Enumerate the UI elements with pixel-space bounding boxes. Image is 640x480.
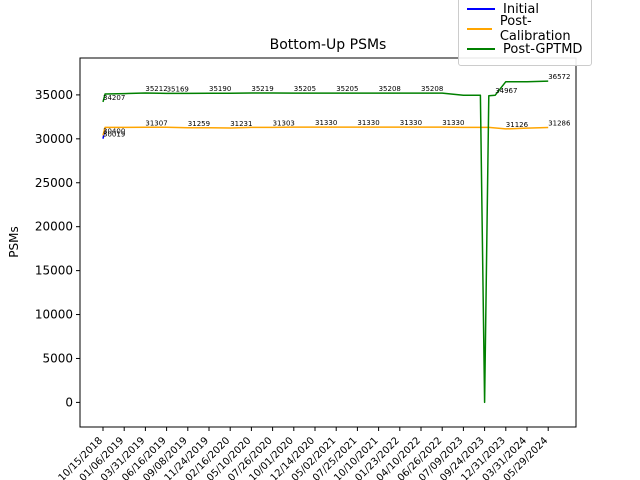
- data-label: 36572: [548, 73, 570, 81]
- x-axis: 10/15/201801/06/201903/31/201906/16/2019…: [57, 427, 550, 480]
- data-label: 31330: [400, 119, 422, 127]
- data-label: 31259: [188, 120, 210, 128]
- y-tick-label: 25000: [35, 176, 73, 190]
- legend-swatch-post-calibration: [467, 28, 492, 30]
- data-label: 35205: [336, 85, 358, 93]
- data-label: 31330: [315, 119, 337, 127]
- data-label: 31307: [145, 119, 167, 127]
- data-label: 31303: [273, 119, 295, 127]
- data-label: 35205: [294, 85, 316, 93]
- data-label: 31330: [442, 119, 464, 127]
- legend-item-initial: Initial: [467, 0, 539, 19]
- data-label: 31126: [506, 121, 529, 129]
- legend-label-post-calibration: Post-Calibration: [499, 14, 571, 44]
- y-tick-label: 5000: [42, 351, 73, 365]
- series-line-post-gptmd: [102, 80, 549, 404]
- legend-swatch-initial: [467, 8, 495, 10]
- data-label: 30019: [103, 131, 125, 139]
- y-tick-label: 10000: [35, 308, 73, 322]
- y-tick-label: 15000: [35, 264, 73, 278]
- legend-label-post-gptmd: Post-GPTMD: [503, 41, 583, 57]
- legend-label-initial: Initial: [503, 1, 539, 17]
- y-axis: 0 5000 10000 15000 20000 25000 30000 35000: [35, 88, 80, 409]
- data-label: 30400: [103, 127, 125, 135]
- legend-item-post-calibration: Post-Calibration: [467, 14, 591, 44]
- y-tick-label: 0: [65, 395, 73, 409]
- data-label: 35212: [145, 85, 167, 93]
- y-tick-label: 35000: [35, 88, 73, 102]
- data-label: 34207: [103, 94, 125, 102]
- data-label: 31286: [548, 120, 571, 128]
- y-axis-label: PSMs: [7, 226, 21, 257]
- series-lines: [102, 80, 549, 404]
- data-label: 31330: [357, 119, 379, 127]
- y-tick-label: 20000: [35, 220, 73, 234]
- legend-item-post-gptmd: Post-GPTMD: [467, 39, 582, 59]
- data-label: 35190: [209, 85, 231, 93]
- data-label: 35219: [251, 85, 273, 93]
- data-label: 35208: [379, 85, 401, 93]
- legend-swatch-post-gptmd: [467, 48, 495, 50]
- legend: Initial Post-Calibration Post-GPTMD: [458, 0, 592, 66]
- chart-title: Bottom-Up PSMs: [270, 37, 387, 53]
- series-line-post-calibration: [102, 126, 549, 136]
- data-label: 35208: [421, 85, 443, 93]
- data-label: 34967: [495, 87, 517, 95]
- y-tick-label: 30000: [35, 132, 73, 146]
- data-label: 35169: [167, 85, 189, 93]
- plot-area: [79, 57, 577, 428]
- data-label: 31231: [230, 120, 252, 128]
